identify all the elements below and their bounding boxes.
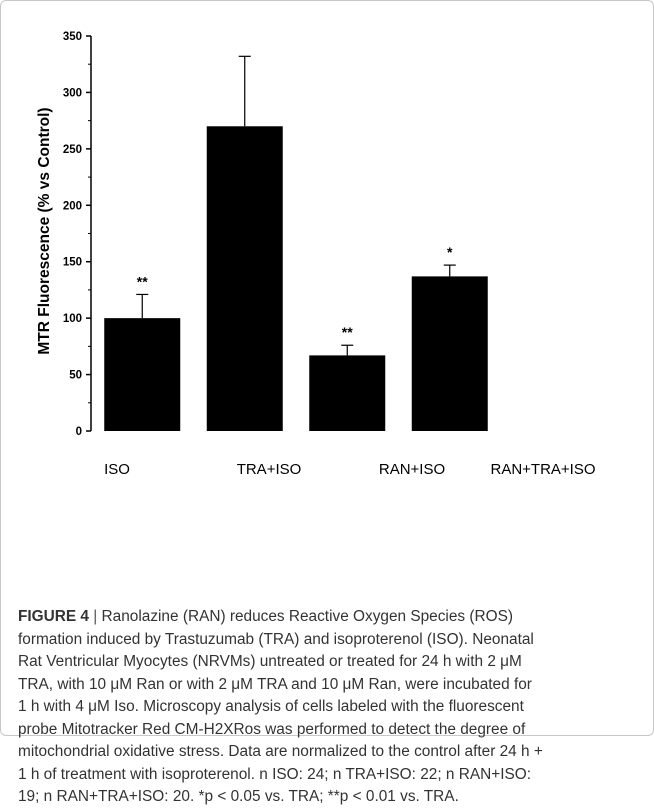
y-tick-label: 50	[69, 370, 82, 382]
significance-marker: **	[342, 324, 353, 340]
y-axis-label: MTR Fluorescence (% vs Control)	[36, 107, 53, 354]
bar	[411, 276, 488, 431]
bar	[309, 355, 386, 431]
significance-marker: **	[137, 273, 148, 289]
caption-line: Rat Ventricular Myocytes (NRVMs) untreat…	[18, 653, 522, 670]
caption-line: formation induced by Trastuzumab (TRA) a…	[18, 630, 534, 648]
caption-line: 1 h with 4 μM Iso. Microscopy analysis o…	[18, 698, 524, 715]
x-tick-label: ISO	[104, 461, 130, 478]
figure-label: FIGURE 4	[18, 608, 89, 625]
x-axis-labels: ISO TRA+ISO RAN+ISO RAN+TRA+ISO	[104, 461, 595, 478]
caption-line: TRA, with 10 μM Ran or with 2 μM TRA and…	[18, 675, 532, 693]
y-tick-label: 350	[63, 31, 82, 43]
y-axis: 0 50 100 150 200 250 300 350	[63, 31, 92, 438]
y-tick-label: 150	[63, 257, 82, 269]
bar	[104, 318, 181, 431]
x-tick-label: RAN+ISO	[379, 461, 445, 478]
caption-line: probe Mitotracker Red CM-H2XRos was perf…	[18, 720, 526, 738]
significance-marker: *	[447, 244, 453, 260]
x-tick-label: TRA+ISO	[237, 461, 302, 478]
caption-separator: |	[88, 608, 102, 625]
caption-line: Ranolazine (RAN) reduces Reactive Oxygen…	[101, 608, 513, 625]
caption-line: 1 h of treatment with isoproterenol. n I…	[18, 765, 531, 783]
bar	[206, 126, 283, 432]
caption-line: 19; n RAN+TRA+ISO: 20. *p < 0.05 vs. TRA…	[18, 788, 459, 805]
y-tick-label: 300	[63, 87, 82, 99]
y-tick-label: 200	[63, 200, 82, 212]
figure-caption: FIGURE 4 | Ranolazine (RAN) reduces Reac…	[18, 606, 643, 809]
y-tick-label: 250	[63, 144, 82, 156]
y-tick-label: 0	[76, 426, 82, 438]
caption-line: mitochondrial oxidative stress. Data are…	[18, 743, 543, 760]
x-tick-label: RAN+TRA+ISO	[490, 461, 595, 478]
bars: *****	[104, 55, 488, 432]
y-tick-label: 100	[63, 313, 82, 325]
